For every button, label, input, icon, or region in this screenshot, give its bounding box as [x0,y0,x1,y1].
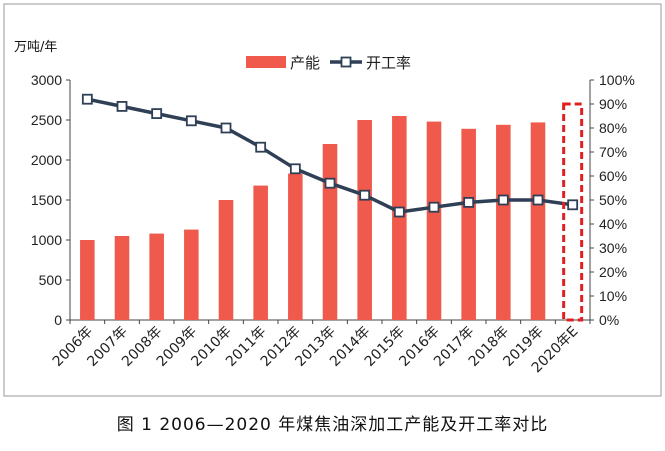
y-right-tick-label: 50% [599,192,627,208]
line-point-2019年 [532,194,544,206]
bar-2016年 [426,121,442,320]
y-left-tick-label: 1000 [31,232,62,248]
y-left-tick-label: 2000 [31,152,62,168]
y-left-tick-label: 2500 [31,112,62,128]
y-axis-unit-label: 万吨/年 [14,40,58,55]
bar-2009年 [184,229,199,320]
figure-caption: 图 1 2006—2020 年煤焦油深加工产能及开工率对比 [116,415,549,435]
bar-2013年 [322,144,338,320]
bar-2019年 [530,122,546,321]
bar-2006年 [80,240,95,320]
y-right-tick-label: 20% [599,264,627,280]
line-point-2006年 [81,93,93,105]
line-point-2020年E [567,199,579,211]
line-point-2015年 [393,206,405,218]
y-left-tick-label: 3000 [31,72,62,88]
y-right-tick-label: 30% [599,240,627,256]
bar-2012年 [288,173,303,320]
y-right-tick-label: 10% [599,288,627,304]
highlight-box-2020 [562,102,584,322]
y-right-tick-label: 0% [599,312,619,328]
line-point-2014年 [359,189,371,201]
y-left-tick-label: 1500 [31,192,62,208]
chart-border [3,3,662,397]
line-point-2007年 [116,101,128,112]
line-point-2013年 [324,177,336,189]
line-point-2009年 [185,115,197,127]
bar-2017年 [461,128,476,320]
bar-2008年 [149,233,164,320]
chart-svg: 0 500 1000 1500 2000 2500 3000 0% 10% 20% 30% 40% 50… [3,3,662,397]
y-left-tick-label: 0 [54,312,62,328]
bar-2011年 [253,185,268,320]
bar-2007年 [114,236,130,320]
legend-marker-开工率 [340,56,352,68]
y-right-tick-label: 90% [599,96,627,112]
y-right-tick-label: 40% [599,216,627,232]
legend-label-开工率: 开工率 [366,54,411,72]
bar-2014年 [357,120,372,320]
bar-2010年 [218,200,234,320]
y-right-tick-label: 100% [599,72,635,88]
bar-2018年 [496,124,511,320]
line-point-2008年 [151,108,163,119]
line-point-2012年 [289,163,301,175]
bar-2015年 [392,116,407,320]
y-right-tick-label: 80% [599,120,627,136]
line-point-2011年 [255,141,267,153]
line-point-2010年 [220,122,232,134]
y-left-tick-label: 500 [39,272,63,288]
legend-label-产能: 产能 [290,54,320,72]
y-right-tick-label: 60% [599,168,627,184]
line-point-2016年 [428,201,440,213]
line-point-2018年 [497,194,509,206]
line-point-2017年 [463,196,475,208]
legend-swatch-产能 [246,56,286,68]
y-right-tick-label: 70% [599,144,627,160]
